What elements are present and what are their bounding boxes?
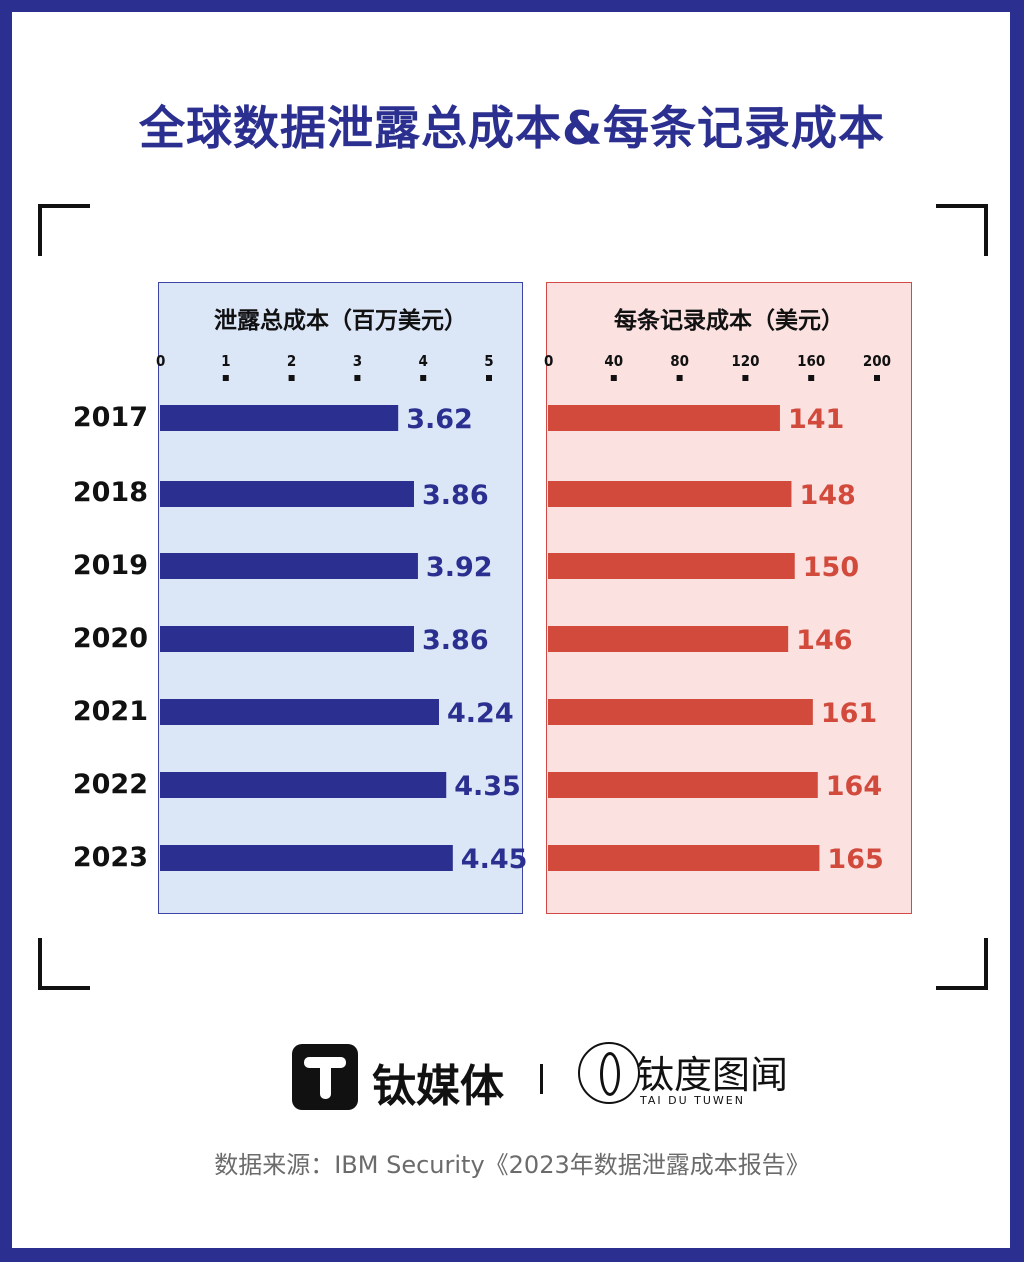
axis-tick-mark	[610, 375, 617, 381]
year-label: 2022	[72, 769, 148, 800]
bar	[160, 845, 453, 871]
bar	[160, 405, 399, 431]
bar	[548, 626, 789, 652]
axis-tick-label: 80	[670, 352, 689, 370]
bar	[160, 772, 447, 798]
year-label: 2019	[72, 550, 148, 581]
bar-value-label: 150	[803, 552, 859, 583]
axis-tick-mark	[288, 375, 295, 381]
year-label: 2018	[72, 477, 148, 508]
bar	[548, 481, 792, 507]
axis-tick-label: 120	[731, 352, 759, 370]
bar-value-label: 164	[826, 771, 882, 802]
axis-tick-label: 3	[353, 352, 362, 370]
year-label: 2021	[72, 696, 148, 727]
bar-value-label: 161	[821, 698, 877, 729]
bar-value-label: 4.24	[447, 698, 514, 729]
axis-tick-label: 2	[287, 352, 296, 370]
axis-tick-label: 4	[419, 352, 428, 370]
per-record-cost-panel: 每条记录成本（美元）	[546, 282, 912, 914]
data-source-note: 数据来源：IBM Security《2023年数据泄露成本报告》	[214, 1151, 810, 1179]
bar-value-label: 165	[827, 844, 883, 875]
axis-tick-mark	[742, 375, 749, 381]
axis-tick-label: 0	[544, 352, 553, 370]
axis-tick-mark	[486, 375, 492, 381]
year-label: 2017	[72, 402, 148, 433]
axis-tick-mark	[676, 375, 683, 381]
sub-brand-tagline: TAI DU TUWEN	[640, 1094, 745, 1107]
year-label: 2023	[72, 842, 148, 873]
bar	[548, 699, 813, 725]
year-label: 2020	[72, 623, 148, 654]
bar	[548, 772, 818, 798]
per-record-cost-chart-title: 每条记录成本（美元）	[614, 308, 844, 334]
axis-tick-mark	[808, 375, 815, 381]
logo-divider	[540, 1064, 543, 1094]
bar-value-label: 4.45	[461, 844, 528, 875]
page-title: 全球数据泄露总成本&每条记录成本	[138, 101, 886, 155]
bar-value-label: 4.35	[454, 771, 521, 802]
total-cost-panel: 泄露总成本（百万美元）	[158, 282, 523, 914]
bar	[548, 553, 795, 579]
bar	[160, 481, 414, 507]
bar	[548, 405, 780, 431]
bar	[160, 626, 414, 652]
brand-logos: 钛媒体 钛度图闻 TAI DU TUWEN	[0, 1042, 1024, 1112]
axis-tick-mark	[420, 375, 427, 381]
bar-value-label: 141	[788, 404, 844, 435]
axis-tick-label: 0	[156, 352, 165, 370]
bar-value-label: 3.86	[422, 480, 489, 511]
sub-brand-name: 钛度图闻	[636, 1053, 789, 1097]
bar-value-label: 148	[799, 480, 855, 511]
bar-value-label: 3.92	[426, 552, 493, 583]
bar-value-label: 3.86	[422, 625, 489, 656]
bar	[160, 553, 418, 579]
brand-name: 钛媒体	[372, 1061, 504, 1112]
corner-bracket-bottom-right	[936, 938, 988, 990]
axis-tick-label: 1	[221, 352, 230, 370]
taidu-logo-icon	[578, 1042, 640, 1104]
axis-tick-mark	[874, 375, 880, 381]
axis-tick-mark	[222, 375, 229, 381]
total-cost-chart-title: 泄露总成本（百万美元）	[214, 308, 467, 334]
tmtpost-logo-icon	[292, 1044, 358, 1110]
bar-value-label: 3.62	[406, 404, 473, 435]
bar-value-label: 146	[796, 625, 852, 656]
axis-tick-label: 5	[484, 352, 493, 370]
axis-tick-mark	[354, 375, 361, 381]
corner-bracket-bottom-left	[38, 938, 90, 990]
axis-tick-label: 160	[797, 352, 825, 370]
axis-tick-label: 200	[863, 352, 891, 370]
corner-bracket-top-left	[38, 204, 90, 256]
bar	[548, 845, 820, 871]
corner-bracket-top-right	[936, 204, 988, 256]
bar	[160, 699, 439, 725]
axis-tick-label: 40	[604, 352, 623, 370]
